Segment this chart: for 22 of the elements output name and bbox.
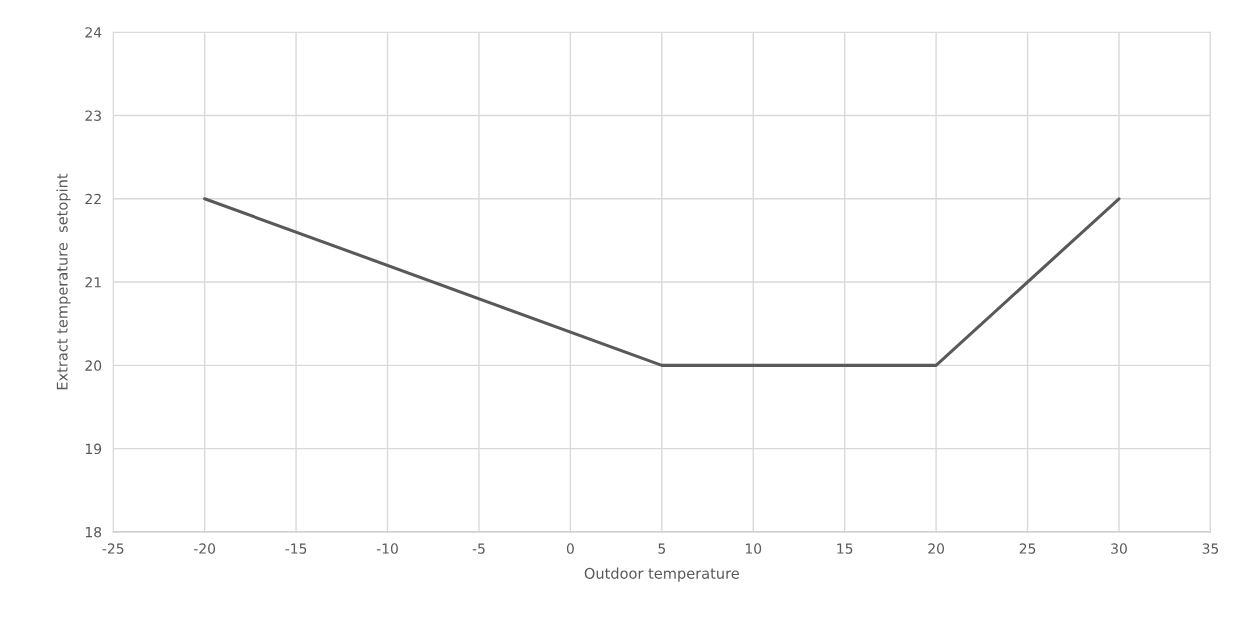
y-tick-label: 22 — [85, 193, 101, 205]
y-tick-label: 24 — [85, 27, 102, 38]
y-tick-label: 21 — [85, 277, 101, 288]
y-axis-title: Extract temperature setopint — [56, 173, 71, 390]
x-tick-label: -20 — [193, 543, 216, 554]
x-tick-label: -15 — [285, 543, 307, 554]
y-tick-label: 20 — [85, 360, 102, 371]
x-tick-label: 0 — [566, 543, 574, 554]
y-tick-label: 18 — [85, 526, 102, 538]
x-axis-title: Outdoor temperature — [584, 567, 739, 582]
x-tick-label: -25 — [102, 543, 124, 554]
x-tick-label: 15 — [837, 543, 853, 554]
x-tick-label: 5 — [658, 543, 666, 554]
x-tick-label: 25 — [1019, 543, 1036, 554]
x-tick-label: 10 — [745, 543, 762, 554]
x-tick-label: -5 — [472, 543, 485, 554]
x-tick-label: 35 — [1202, 543, 1219, 554]
x-tick-label: 20 — [928, 543, 945, 554]
y-tick-label: 23 — [85, 110, 101, 121]
x-tick-label: 30 — [1111, 543, 1127, 554]
x-tick-label: -10 — [376, 543, 398, 554]
y-tick-label: 19 — [85, 443, 102, 455]
